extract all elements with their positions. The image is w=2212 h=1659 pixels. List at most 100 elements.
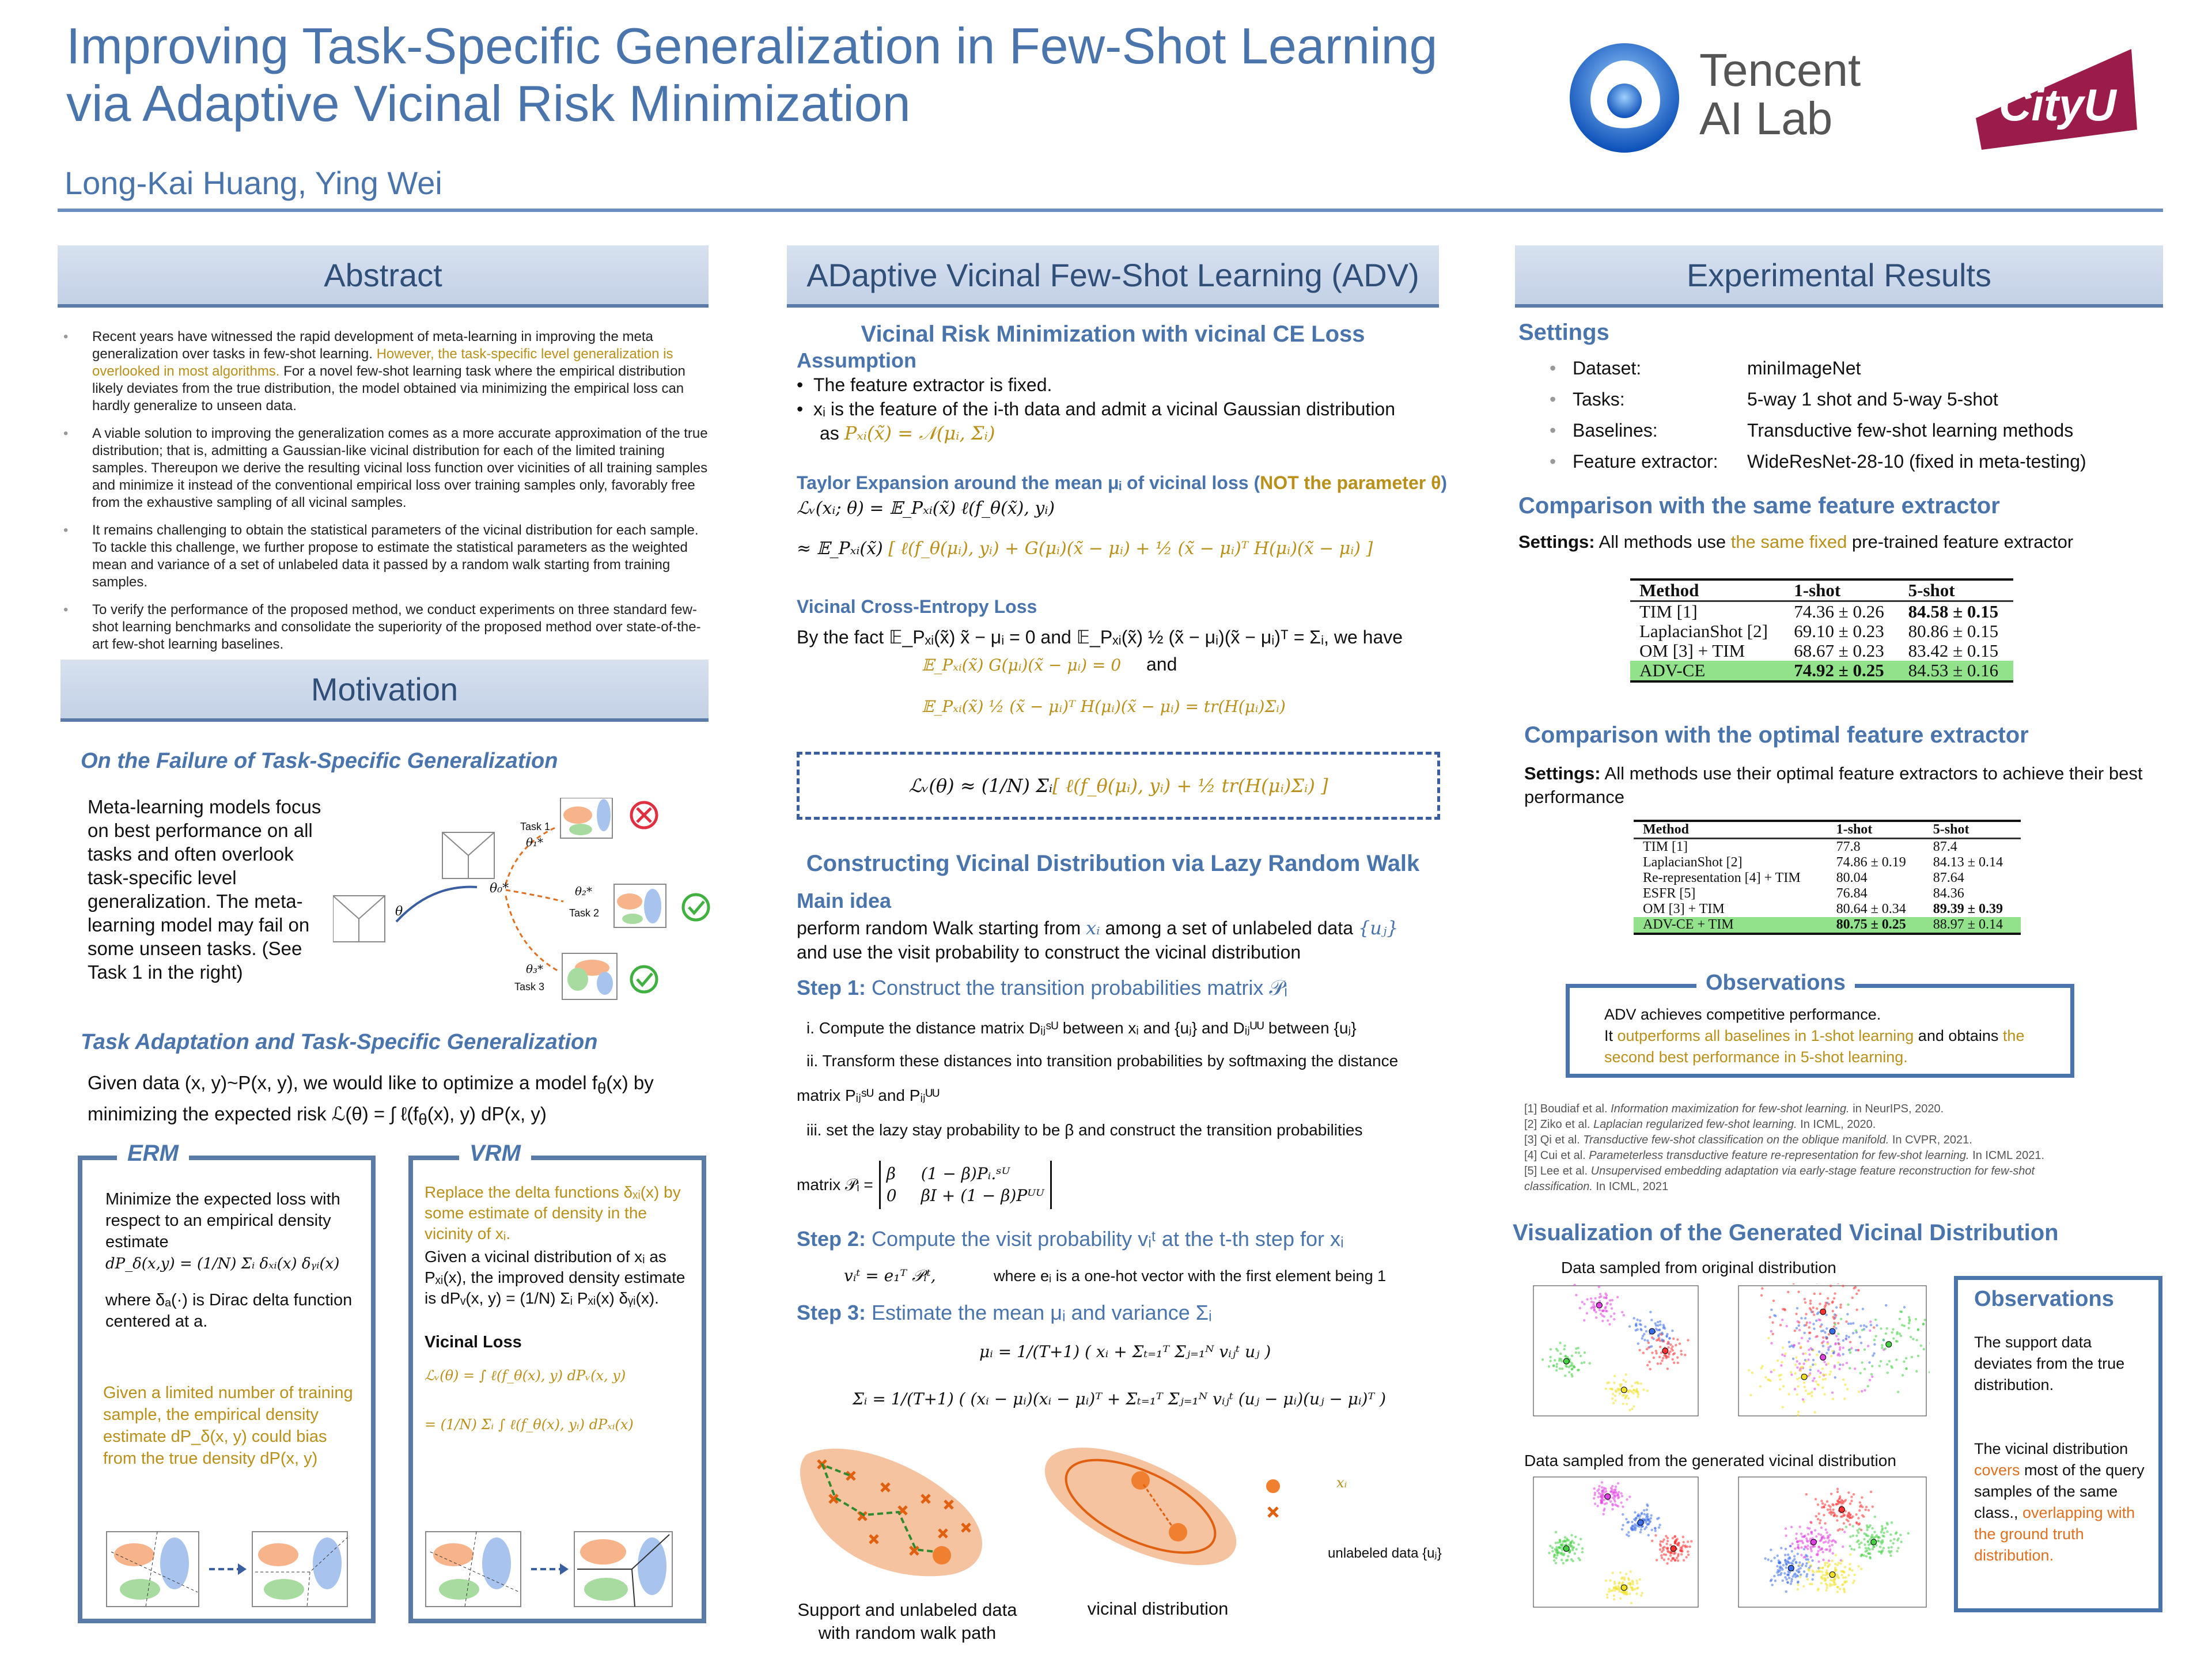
text: [ ℓ(f_θ(μᵢ), yᵢ) + ½ tr(H(μᵢ)Σᵢ) ] [1052, 775, 1328, 797]
scatter-point [1669, 1343, 1672, 1346]
scatter-point [1849, 1563, 1851, 1566]
scatter-point [1871, 1365, 1874, 1368]
scatter-point [1872, 1536, 1875, 1539]
scatter-point [1818, 1350, 1821, 1353]
scatter-point [1847, 1491, 1850, 1494]
scatter-point [1853, 1287, 1855, 1290]
scatter-point [1612, 1594, 1616, 1597]
scatter-point [1808, 1392, 1812, 1395]
scatter-point [1687, 1550, 1690, 1553]
scatter-point [1572, 1541, 1575, 1544]
scatter-point [1648, 1361, 1651, 1363]
scatter-point [1638, 1349, 1641, 1351]
scatter-point [1651, 1351, 1654, 1354]
scatter-point [1805, 1321, 1808, 1324]
scatter-point [1792, 1346, 1795, 1349]
scatter-point [1783, 1354, 1786, 1358]
scatter-point [1857, 1565, 1860, 1568]
scatter-point [1641, 1592, 1644, 1594]
scatter-point [1650, 1528, 1653, 1532]
scatter-point [1829, 1505, 1832, 1508]
scatter-point [1840, 1573, 1843, 1577]
scatter-point [1836, 1487, 1839, 1491]
scatter-point [1594, 1316, 1598, 1319]
scatter-point [1867, 1547, 1870, 1550]
scatter-point [1873, 1343, 1876, 1346]
scatter-point [1835, 1573, 1838, 1576]
scatter-point [1877, 1536, 1880, 1539]
scatter-point [1847, 1520, 1850, 1522]
scatter-point [1646, 1503, 1649, 1506]
scatter-point [1782, 1563, 1785, 1567]
scatter-point [1604, 1292, 1607, 1296]
text: Support and unlabeled data [797, 1600, 1017, 1620]
scatter-point [1910, 1355, 1914, 1359]
scatter-point [1676, 1356, 1679, 1359]
scatter-point [1838, 1588, 1842, 1590]
scatter-point [1833, 1317, 1836, 1320]
scatter-point [1779, 1569, 1782, 1572]
scatter-point [1778, 1566, 1781, 1570]
scatter-point [1630, 1528, 1633, 1531]
scatter-point [1597, 1285, 1600, 1289]
scatter-point [1857, 1289, 1860, 1292]
scatter-point [1808, 1582, 1812, 1585]
scatter-point [1659, 1362, 1662, 1365]
scatter-point [1817, 1512, 1820, 1516]
scatter-point [1631, 1588, 1634, 1591]
scatter-point [1770, 1308, 1773, 1311]
scatter-point [1816, 1503, 1820, 1506]
reference-item: [5] Lee et al. Unsupervised embedding ad… [1524, 1165, 2035, 1193]
scatter-point [1884, 1332, 1888, 1335]
scatter-point [1889, 1554, 1892, 1557]
scatter-point [1639, 1531, 1642, 1534]
scatter-point [1593, 1309, 1596, 1312]
scatter-point [1627, 1531, 1630, 1534]
abstract-bullet: Recent years have witnessed the rapid de… [58, 328, 709, 415]
scatter-point [1873, 1339, 1876, 1342]
scatter-point [1611, 1589, 1614, 1592]
scatter-point [1869, 1320, 1872, 1323]
abstract-bullet: To verify the performance of the propose… [58, 601, 709, 653]
scatter-point [1815, 1319, 1818, 1322]
scatter-point [1892, 1542, 1895, 1545]
scatter-point [1781, 1406, 1784, 1409]
scatter-point [1621, 1310, 1624, 1314]
setting-value: miniImageNet [1747, 358, 1861, 378]
scatter-point [1577, 1351, 1581, 1354]
scatter-point [1800, 1539, 1804, 1543]
scatter-point [1841, 1559, 1844, 1563]
scatter-point [1793, 1555, 1796, 1558]
abstract-bullet: It remains challenging to obtain the sta… [58, 522, 709, 591]
scatter-point [1654, 1327, 1658, 1331]
scatter-point [1661, 1359, 1664, 1362]
scatter-point [1797, 1324, 1800, 1327]
scatter-point [1637, 1513, 1640, 1516]
scatter-point [1880, 1327, 1883, 1330]
setting-item: • Tasks: 5-way 1 shot and 5-way 5-shot [1550, 384, 2086, 415]
scatter-point [1819, 1519, 1822, 1522]
ce-formula-2: 𝔼_Pₓᵢ(x̃) ½ (x̃ − μᵢ)ᵀ H(μᵢ)(x̃ − μᵢ) = … [922, 697, 1286, 716]
table-cell: ADV-CE + TIM [1634, 917, 1827, 935]
scatter-point [1665, 1355, 1668, 1358]
scatter-point [1837, 1338, 1840, 1341]
scatter-point [1859, 1324, 1862, 1327]
scatter-point [1624, 1373, 1627, 1376]
scatter-point [1638, 1578, 1642, 1581]
scatter-point [1609, 1579, 1612, 1582]
scatter-point [1903, 1360, 1906, 1363]
scatter-point [1634, 1588, 1637, 1590]
scatter-point [1810, 1395, 1813, 1397]
scatter-point [1614, 1503, 1617, 1506]
scatter-point [1900, 1540, 1903, 1543]
scatter-point [1842, 1353, 1844, 1356]
scatter-point [1599, 1493, 1602, 1496]
column-header: 5-shot [1923, 820, 2021, 839]
scatter-point [1773, 1314, 1776, 1317]
visualization-title: Visualization of the Generated Vicinal D… [1513, 1220, 2059, 1245]
scatter-point [1813, 1529, 1817, 1532]
scatter-point [1837, 1321, 1840, 1325]
scatter-point [1887, 1546, 1890, 1550]
matrix-cell: β [886, 1164, 896, 1183]
scatter-point [1599, 1312, 1603, 1316]
